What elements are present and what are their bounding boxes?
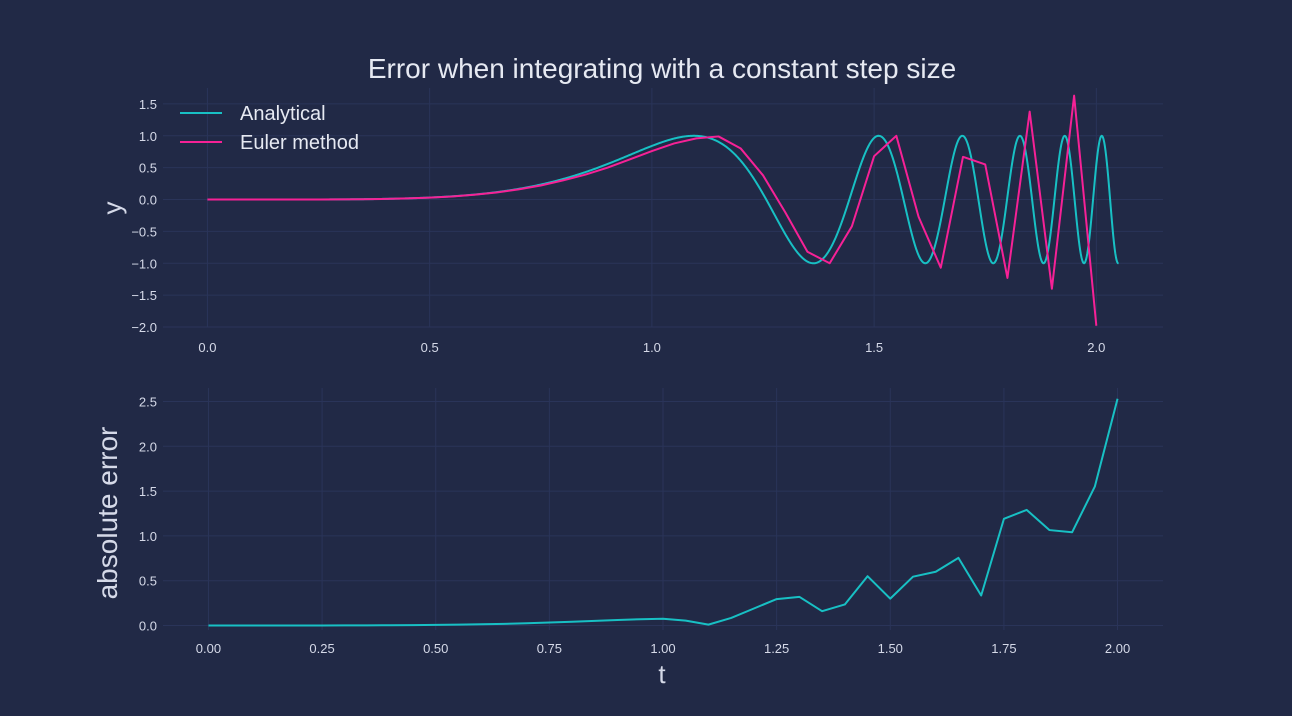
bottom-x-ticks: 0.00 0.25 0.50 0.75 1.00 1.25 1.50 1.75 2.00 [196, 641, 1130, 656]
y-tick-label: 2.0 [139, 439, 157, 454]
y-tick-label: 0.0 [139, 619, 157, 634]
x-tick-label: 1.00 [650, 641, 675, 656]
series-line-euler-method [207, 94, 1098, 326]
bottom-y-ticks: 2.5 2.0 1.5 1.0 0.5 0.0 [139, 394, 157, 633]
x-tick-label: 2.0 [1087, 340, 1105, 355]
top-y-axis-label: y [97, 202, 127, 215]
x-tick-label: 1.50 [878, 641, 903, 656]
x-tick-label: 1.0 [643, 340, 661, 355]
y-tick-label: 0.5 [139, 574, 157, 589]
y-tick-label: 2.5 [139, 394, 157, 409]
bottom-series-lines [208, 398, 1119, 627]
top-x-ticks: 0.0 0.5 1.0 1.5 2.0 [198, 340, 1105, 355]
y-tick-label: 1.0 [139, 529, 157, 544]
y-tick-label: −1.5 [131, 288, 157, 303]
x-tick-label: 1.75 [991, 641, 1016, 656]
chart-title: Error when integrating with a constant s… [368, 53, 956, 84]
top-plot-area: 0.0 0.5 1.0 1.5 2.0 1.5 1.0 0.5 0.0 −0.5 −1.0 −1.5… [97, 88, 1163, 355]
x-tick-label: 0.00 [196, 641, 221, 656]
y-tick-label: 1.5 [139, 484, 157, 499]
y-tick-label: −0.5 [131, 224, 157, 239]
top-gridlines [163, 88, 1163, 328]
y-tick-label: −1.0 [131, 256, 157, 271]
x-tick-label: 0.0 [198, 340, 216, 355]
x-tick-label: 1.5 [865, 340, 883, 355]
x-tick-label: 0.5 [421, 340, 439, 355]
y-tick-label: 1.5 [139, 97, 157, 112]
x-tick-label: 0.50 [423, 641, 448, 656]
y-tick-label: 1.0 [139, 129, 157, 144]
x-tick-label: 0.25 [309, 641, 334, 656]
bottom-plot-area: 0.00 0.25 0.50 0.75 1.00 1.25 1.50 1.75 2.00 2.5… [92, 388, 1163, 689]
bottom-y-axis-label: absolute error [92, 427, 123, 600]
legend-analytical-label: Analytical [240, 103, 326, 125]
x-tick-label: 0.75 [537, 641, 562, 656]
bottom-x-axis-label: t [658, 659, 666, 689]
y-tick-label: 0.5 [139, 161, 157, 176]
bottom-gridlines [163, 388, 1163, 630]
x-tick-label: 1.25 [764, 641, 789, 656]
y-tick-label: −2.0 [131, 320, 157, 335]
top-series-lines [207, 94, 1119, 326]
series-line-absolute-error [208, 398, 1119, 627]
legend-euler-label: Euler method [240, 132, 359, 154]
legend: Analytical Euler method [180, 103, 359, 154]
y-tick-label: 0.0 [139, 193, 157, 208]
x-tick-label: 2.00 [1105, 641, 1130, 656]
top-y-ticks: 1.5 1.0 0.5 0.0 −0.5 −1.0 −1.5 −2.0 [131, 97, 157, 335]
